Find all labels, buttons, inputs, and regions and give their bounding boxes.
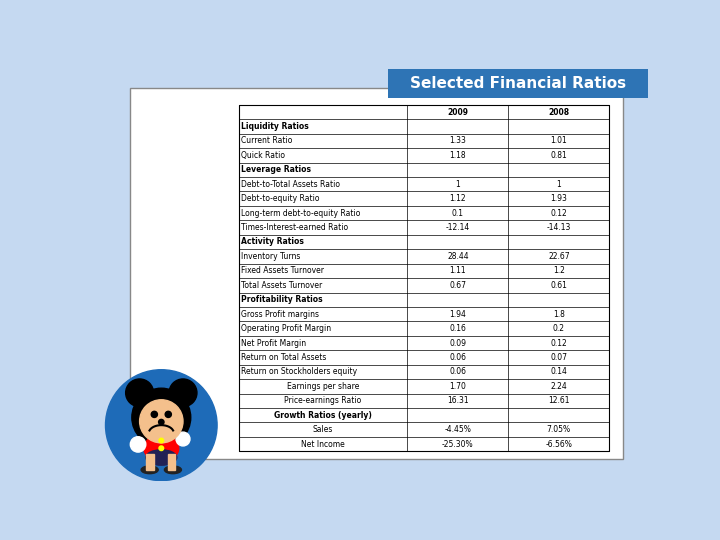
Text: Total Assets Turnover: Total Assets Turnover bbox=[241, 281, 323, 290]
Text: 0.06: 0.06 bbox=[449, 367, 467, 376]
Ellipse shape bbox=[144, 435, 179, 462]
Text: -25.30%: -25.30% bbox=[442, 440, 474, 449]
Text: 22.67: 22.67 bbox=[548, 252, 570, 261]
Text: 2008: 2008 bbox=[549, 107, 570, 117]
Text: 0.12: 0.12 bbox=[551, 339, 567, 348]
Text: 0.2: 0.2 bbox=[553, 324, 565, 333]
Text: 1.8: 1.8 bbox=[553, 309, 564, 319]
Bar bbox=[130, 88, 624, 459]
Ellipse shape bbox=[141, 466, 158, 474]
Bar bbox=[388, 69, 652, 98]
Bar bbox=[239, 105, 609, 451]
Text: 0.12: 0.12 bbox=[551, 208, 567, 218]
Text: Leverage Ratios: Leverage Ratios bbox=[241, 165, 311, 174]
Text: 0.06: 0.06 bbox=[449, 353, 467, 362]
Circle shape bbox=[169, 379, 197, 407]
Text: -12.14: -12.14 bbox=[446, 223, 470, 232]
Text: 0.14: 0.14 bbox=[550, 367, 567, 376]
Circle shape bbox=[159, 446, 163, 450]
Text: 0.61: 0.61 bbox=[550, 281, 567, 290]
Text: Return on Stockholders equity: Return on Stockholders equity bbox=[241, 367, 357, 376]
Text: Price-earnings Ratio: Price-earnings Ratio bbox=[284, 396, 361, 406]
Text: Gross Profit margins: Gross Profit margins bbox=[241, 309, 319, 319]
Text: 7.05%: 7.05% bbox=[546, 425, 571, 434]
Circle shape bbox=[140, 400, 183, 443]
Text: Operating Profit Margin: Operating Profit Margin bbox=[241, 324, 331, 333]
Circle shape bbox=[126, 379, 153, 407]
Text: 1.01: 1.01 bbox=[551, 137, 567, 145]
Text: 2.24: 2.24 bbox=[551, 382, 567, 391]
Text: 1.94: 1.94 bbox=[449, 309, 467, 319]
Text: -6.56%: -6.56% bbox=[546, 440, 572, 449]
Text: 1.93: 1.93 bbox=[550, 194, 567, 203]
Text: 0.16: 0.16 bbox=[449, 324, 467, 333]
Text: Sales: Sales bbox=[313, 425, 333, 434]
Text: Times-Interest-earned Ratio: Times-Interest-earned Ratio bbox=[241, 223, 348, 232]
Text: Selected Financial Ratios: Selected Financial Ratios bbox=[410, 76, 626, 91]
Circle shape bbox=[132, 388, 191, 447]
Text: Fixed Assets Turnover: Fixed Assets Turnover bbox=[241, 266, 324, 275]
Text: 2009: 2009 bbox=[447, 107, 469, 117]
Text: 1.70: 1.70 bbox=[449, 382, 467, 391]
Text: 1.33: 1.33 bbox=[449, 137, 467, 145]
Text: Quick Ratio: Quick Ratio bbox=[241, 151, 285, 160]
Bar bbox=[145, 455, 153, 470]
Circle shape bbox=[165, 411, 171, 417]
Text: 1.12: 1.12 bbox=[449, 194, 467, 203]
Text: 0.07: 0.07 bbox=[550, 353, 567, 362]
Text: Growth Ratios (yearly): Growth Ratios (yearly) bbox=[274, 411, 372, 420]
Text: 12.61: 12.61 bbox=[548, 396, 570, 406]
Text: Debt-to-Total Assets Ratio: Debt-to-Total Assets Ratio bbox=[241, 180, 340, 189]
Text: 0.81: 0.81 bbox=[551, 151, 567, 160]
Ellipse shape bbox=[145, 450, 177, 465]
Circle shape bbox=[151, 411, 158, 417]
Text: Inventory Turns: Inventory Turns bbox=[241, 252, 300, 261]
Text: Net Profit Margin: Net Profit Margin bbox=[241, 339, 306, 348]
Ellipse shape bbox=[164, 466, 181, 474]
Text: Liquidity Ratios: Liquidity Ratios bbox=[241, 122, 309, 131]
Text: 16.31: 16.31 bbox=[447, 396, 469, 406]
Text: 1.18: 1.18 bbox=[449, 151, 467, 160]
Text: Long-term debt-to-equity Ratio: Long-term debt-to-equity Ratio bbox=[241, 208, 361, 218]
Text: Earnings per share: Earnings per share bbox=[287, 382, 359, 391]
Text: Profitability Ratios: Profitability Ratios bbox=[241, 295, 323, 304]
Text: Return on Total Assets: Return on Total Assets bbox=[241, 353, 326, 362]
Circle shape bbox=[176, 432, 190, 446]
Text: 0.09: 0.09 bbox=[449, 339, 467, 348]
Text: Activity Ratios: Activity Ratios bbox=[241, 238, 304, 246]
Circle shape bbox=[130, 437, 145, 452]
Text: Net Income: Net Income bbox=[301, 440, 345, 449]
Text: Current Ratio: Current Ratio bbox=[241, 137, 292, 145]
Bar bbox=[168, 455, 175, 470]
Text: Debt-to-equity Ratio: Debt-to-equity Ratio bbox=[241, 194, 320, 203]
Text: 1: 1 bbox=[456, 180, 460, 189]
Circle shape bbox=[106, 370, 217, 481]
Text: 1.11: 1.11 bbox=[449, 266, 467, 275]
Text: -4.45%: -4.45% bbox=[444, 425, 472, 434]
Text: 1.2: 1.2 bbox=[553, 266, 564, 275]
Circle shape bbox=[159, 438, 163, 443]
Text: 1: 1 bbox=[557, 180, 562, 189]
Text: 28.44: 28.44 bbox=[447, 252, 469, 261]
Text: -14.13: -14.13 bbox=[546, 223, 571, 232]
Text: 0.67: 0.67 bbox=[449, 281, 467, 290]
Circle shape bbox=[158, 420, 164, 425]
Text: 0.1: 0.1 bbox=[452, 208, 464, 218]
